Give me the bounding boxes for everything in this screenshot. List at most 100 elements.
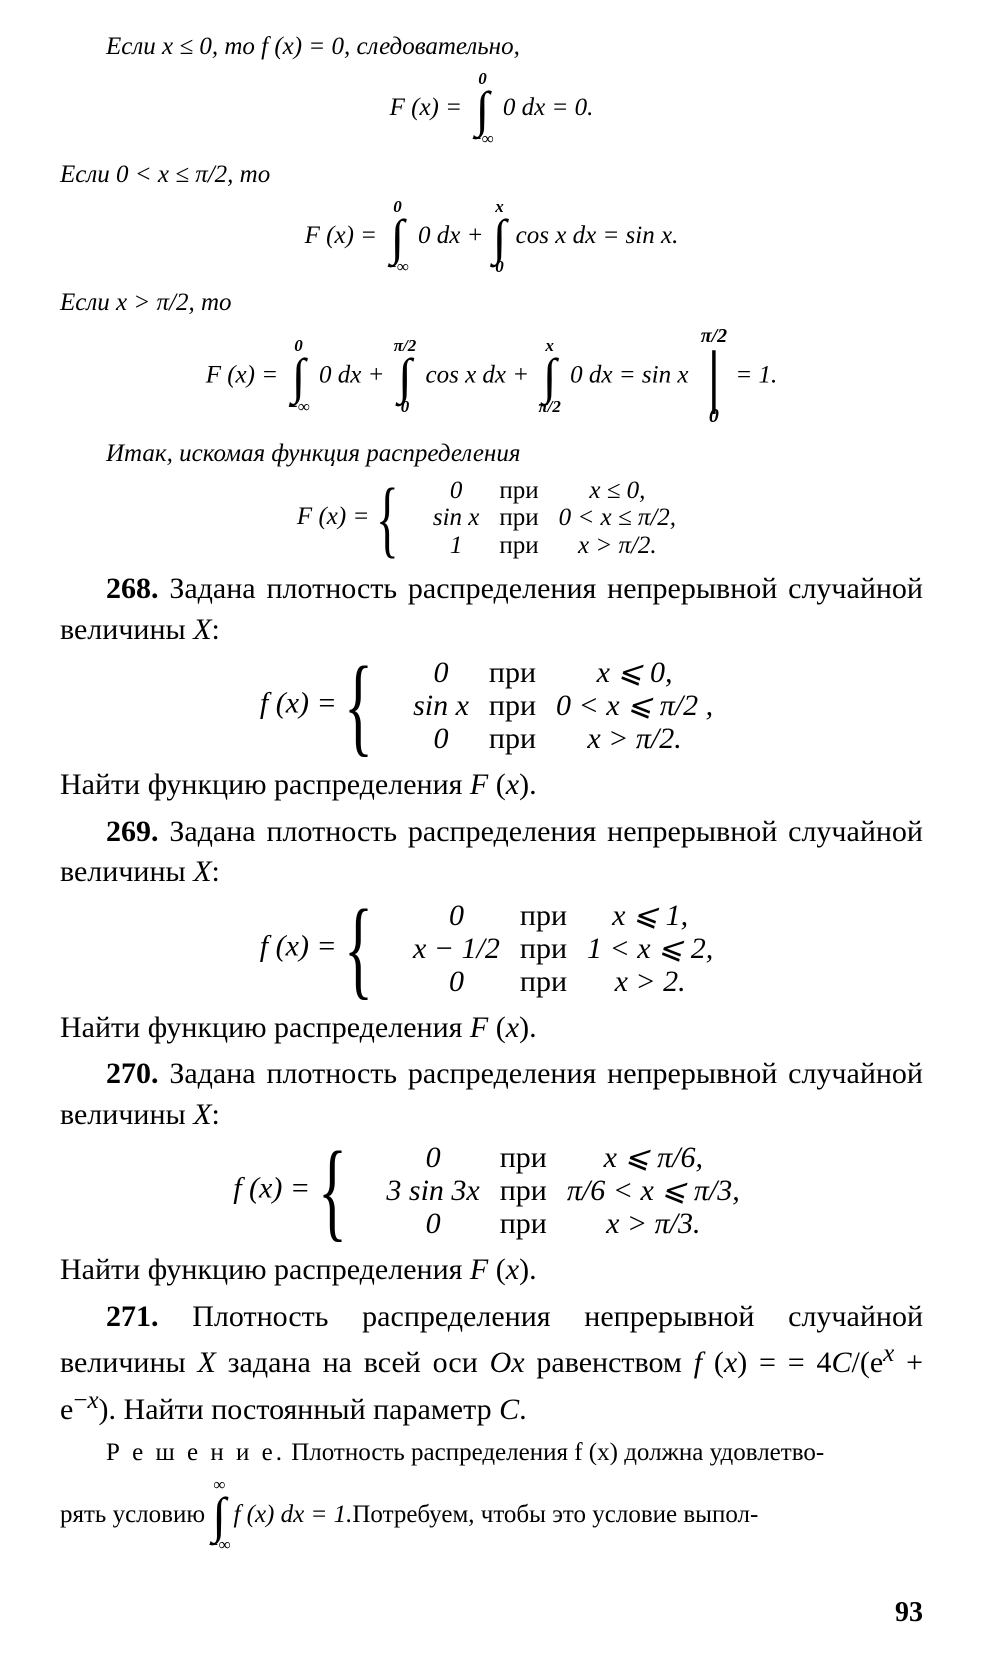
text: Найти функцию распределения F (x).	[60, 1253, 537, 1286]
text-line: Если x > π/2, то	[60, 286, 923, 320]
case-cond: x > 2.	[577, 965, 723, 998]
cases: { 0приx ⩽ 1, x − 1/2при1 < x ⩽ 2, 0при x…	[344, 899, 723, 998]
text-line: Найти функцию распределения F (x).	[60, 1008, 923, 1049]
integral: 0∫−∞	[287, 337, 309, 415]
case-word: при	[489, 532, 548, 560]
int-body: cos x dx	[509, 222, 596, 249]
text: рять условию	[60, 1498, 205, 1532]
text: Найти функцию распределения F (x).	[60, 768, 537, 801]
case-value: x − 1/2	[403, 932, 510, 965]
int-body: 0 dx	[497, 94, 546, 121]
int-body: 0 dx	[564, 361, 613, 388]
page-number: 93	[60, 1594, 923, 1632]
integral-sign: ∫	[394, 355, 417, 398]
case-word: при	[490, 1141, 557, 1174]
integral-sign: ∫	[538, 355, 561, 398]
int-lower: π/2	[538, 398, 561, 416]
case-word: при	[510, 965, 577, 998]
case-value: 3 sin 3x	[376, 1174, 489, 1207]
case-value: 0	[376, 1141, 489, 1174]
text: Итак, искомая функция распределения	[106, 440, 520, 467]
text: Плотность распределения f (x) должна удо…	[291, 1439, 824, 1466]
eq-lhs: f (x) =	[233, 1172, 317, 1205]
problem-text: 270. Задана плотность распределения непр…	[60, 1054, 923, 1135]
text-line: Найти функцию распределения F (x).	[60, 765, 923, 806]
integral-sign: ∫	[471, 88, 493, 131]
case-word: при	[510, 932, 577, 965]
int-body: 0 dx	[412, 222, 461, 249]
integral: 0∫−∞	[471, 70, 493, 148]
integral: π/2∫0	[394, 337, 417, 415]
cases-rows: 0приx ≤ 0, sin xпри0 < x ≤ π/2, 1приx > …	[423, 477, 686, 560]
cases: { 0при x ⩽ π/6, 3 sin 3xприπ/6 < x ⩽ π/3…	[318, 1141, 750, 1240]
text: Если x > π/2, то	[60, 289, 232, 316]
integral: x∫0	[493, 198, 507, 276]
solution-text: Р е ш е н и е. Плотность распределения f…	[60, 1436, 923, 1470]
integral-sign: ∫	[386, 216, 408, 259]
case-cond: x ⩽ 0,	[546, 656, 723, 689]
equation-cases: f (x) = { 0при x ⩽ π/6, 3 sin 3xприπ/6 <…	[60, 1141, 923, 1240]
case-cond: x > π/2.	[549, 532, 686, 560]
eq-tail: = 0.	[545, 94, 593, 121]
case-value: 0	[403, 965, 510, 998]
case-value: 0	[403, 656, 479, 689]
text: Задана плотность распределения непрерывн…	[60, 572, 923, 646]
cases-rows: 0приx ⩽ 1, x − 1/2при1 < x ⩽ 2, 0при x >…	[403, 899, 723, 998]
int-body: 0 dx	[313, 361, 362, 388]
eq-mid: = sin x	[613, 361, 695, 388]
case-word: при	[510, 899, 577, 932]
case-cond: x > π/3.	[557, 1207, 750, 1240]
text: Если 0 < x ≤ π/2, то	[60, 161, 270, 188]
case-value: sin x	[423, 504, 490, 532]
problem-text: 268. Задана плотность распределения непр…	[60, 569, 923, 650]
equation-cases: f (x) = { 0приx ⩽ 1, x − 1/2при1 < x ⩽ 2…	[60, 899, 923, 998]
cases: { 0приx ≤ 0, sin xпри0 < x ≤ π/2, 1приx …	[376, 477, 687, 560]
text-line: Итак, искомая функция распределения	[60, 437, 923, 471]
cases-rows: 0при x ⩽ π/6, 3 sin 3xприπ/6 < x ⩽ π/3, …	[376, 1141, 749, 1240]
text: Плотность распределения непрерывной случ…	[60, 1300, 923, 1426]
int-lower: −∞	[208, 1536, 230, 1554]
integral-sign: ∫	[287, 355, 309, 398]
int-body: cos x dx	[419, 361, 506, 388]
problem-text: 271. Плотность распределения непрерывной…	[60, 1297, 923, 1431]
equation: F (x) = 0∫−∞ 0 dx + π/2∫0 cos x dx + x∫π…	[60, 326, 923, 428]
case-word: при	[489, 477, 548, 505]
text: Задана плотность распределения непрерывн…	[60, 1057, 923, 1131]
integral-sign: ∫	[208, 1494, 230, 1537]
case-cond: π/6 < x ⩽ π/3,	[557, 1174, 750, 1207]
case-value: 0	[376, 1207, 489, 1240]
case-word: при	[479, 689, 546, 722]
cases-rows: 0приx ⩽ 0, sin xпри0 < x ⩽ π/2 , 0приx >…	[403, 656, 723, 755]
text: Найти функцию распределения F (x).	[60, 1011, 537, 1044]
integral-sign: ∫	[493, 216, 507, 259]
int-body: f (x) dx = 1.	[233, 1498, 352, 1532]
case-cond: 1 < x ⩽ 2,	[577, 932, 723, 965]
eq-lhs: F (x) =	[305, 222, 384, 249]
cases: { 0приx ⩽ 0, sin xпри0 < x ⩽ π/2 , 0приx…	[344, 656, 723, 755]
brace-icon: {	[376, 482, 402, 555]
text: Если x ≤ 0, то f (x) = 0, следовательно,	[106, 33, 520, 60]
int-lower: −∞	[471, 130, 493, 148]
eq-lhs: F (x) =	[297, 503, 376, 530]
eq-lhs: F (x) =	[206, 361, 285, 388]
case-value: sin x	[403, 689, 479, 722]
solution-text: рять условию ∞∫−∞ f (x) dx = 1. Потребуе…	[60, 1476, 923, 1554]
eq-tail: = sin x.	[596, 222, 678, 249]
eval-bar: π/2|0	[701, 326, 727, 428]
case-word: при	[489, 504, 548, 532]
case-cond: x ≤ 0,	[549, 477, 686, 505]
case-value: 1	[423, 532, 490, 560]
case-cond: x > π/2.	[546, 722, 723, 755]
text-line: Найти функцию распределения F (x).	[60, 1250, 923, 1291]
eq-tail: = 1.	[729, 361, 777, 388]
case-word: при	[490, 1207, 557, 1240]
problem-number: 269.	[106, 815, 159, 848]
problem-number: 270.	[106, 1057, 159, 1090]
case-value: 0	[403, 899, 510, 932]
problem-number: 268.	[106, 572, 159, 605]
eq-lhs: F (x) =	[390, 94, 469, 121]
case-value: 0	[423, 477, 490, 505]
integral: 0∫−∞	[386, 198, 408, 276]
integral: x∫π/2	[538, 337, 561, 415]
brace-icon: {	[344, 659, 376, 753]
